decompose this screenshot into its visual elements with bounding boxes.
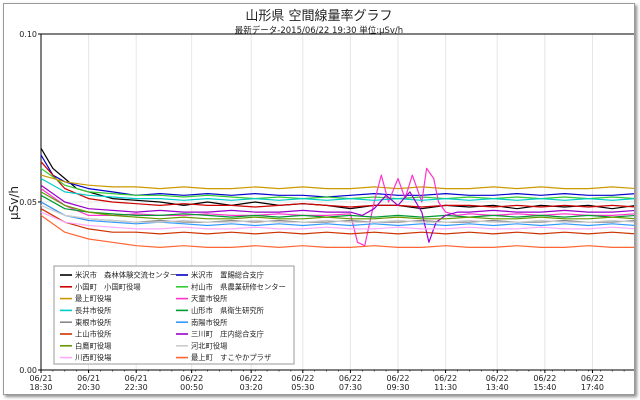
x-tick-date: 06/22 <box>339 374 362 383</box>
legend-entry-label: 村山市 県農業研修センター <box>191 282 286 291</box>
x-tick-date: 06/21 <box>29 374 52 383</box>
legend-entry-label: 東根市役所 <box>75 318 111 327</box>
x-tick-time: 09:30 <box>386 383 409 392</box>
series-line-9 <box>40 201 634 227</box>
series-line-2 <box>40 161 634 208</box>
x-tick-time: 22:30 <box>125 383 148 392</box>
series-line-15 <box>40 214 634 248</box>
x-tick-date: 06/22 <box>434 374 457 383</box>
legend-entry-label: 最上町 すこやかプラザ <box>191 353 271 362</box>
x-tick-date: 06/22 <box>533 374 556 383</box>
legend-box <box>53 265 295 365</box>
chart-title: 山形県 空間線量率グラフ <box>245 8 392 24</box>
series-line-6 <box>40 177 634 201</box>
legend-entry-label: 米沢市 森林体験交流センター <box>75 271 177 280</box>
x-tick-time: 18:30 <box>29 383 52 392</box>
x-tick-time: 05:30 <box>291 383 314 392</box>
series-line-13 <box>40 204 634 223</box>
y-ticks: 0.00 0.05 0.10 <box>19 30 41 375</box>
legend-entry-label: 白鷹町役場 <box>75 341 111 350</box>
x-tick-date: 06/22 <box>240 374 263 383</box>
series-line-12 <box>40 191 634 220</box>
series-lines <box>40 147 634 248</box>
x-tick-date: 06/21 <box>125 374 148 383</box>
x-ticks: 06/2118:3006/2120:3006/2122:3006/2200:50… <box>29 370 625 392</box>
x-tick-time: 07:30 <box>339 383 362 392</box>
x-tick-date: 06/22 <box>386 374 409 383</box>
series-line-10 <box>40 208 634 235</box>
x-tick-time: 00:50 <box>180 383 203 392</box>
chart-svg: 山形県 空間線量率グラフ 最新データ-2015/06/22 19:30 単位:μ… <box>7 8 634 392</box>
y-tick-label: 0.05 <box>19 198 37 207</box>
x-tick-time: 20:30 <box>77 383 100 392</box>
legend-entry-label: 米沢市 置賜総合支庁 <box>191 271 264 280</box>
x-tick-time: 15:40 <box>533 383 556 392</box>
x-tick-time: 13:40 <box>486 383 509 392</box>
legend-entry-label: 小国町 小国町役場 <box>75 282 141 291</box>
y-axis-label: μSv/h <box>7 186 21 220</box>
legend-entry-label: 山形市 県衛生研究所 <box>191 306 264 315</box>
x-tick-date: 06/22 <box>180 374 203 383</box>
legend-entry-label: 南陽市役所 <box>191 318 227 327</box>
x-tick-time: 11:30 <box>434 383 457 392</box>
legend-entry-label: 天童市役所 <box>191 294 227 303</box>
legend-entry-label: 上山市役所 <box>75 330 111 339</box>
legend-entry-label: 三川町 庄内総合支庁 <box>191 330 264 339</box>
x-tick-time: 03:20 <box>240 383 263 392</box>
series-line-4 <box>40 174 634 190</box>
legend-entry-label: 最上町役場 <box>75 294 111 303</box>
series-line-11 <box>40 184 634 243</box>
legend-entry-label: 河北町役場 <box>191 341 227 350</box>
y-tick-label: 0.10 <box>19 30 37 39</box>
x-tick-date: 06/22 <box>486 374 509 383</box>
chart-frame: 山形県 空間線量率グラフ 最新データ-2015/06/22 19:30 単位:μ… <box>3 3 635 395</box>
x-tick-date: 06/21 <box>77 374 100 383</box>
legend-entry-label: 長井市役所 <box>75 306 111 315</box>
x-tick-date: 06/22 <box>581 374 604 383</box>
chart-subtitle: 最新データ-2015/06/22 19:30 単位:μSv/h <box>235 25 403 36</box>
x-tick-time: 17:40 <box>581 383 604 392</box>
y-tick-label: 0.00 <box>19 366 37 375</box>
legend-entry-label: 川西町役場 <box>75 353 111 362</box>
x-tick-date: 06/22 <box>291 374 314 383</box>
series-line-14 <box>40 211 634 230</box>
series-line-7 <box>40 194 634 218</box>
